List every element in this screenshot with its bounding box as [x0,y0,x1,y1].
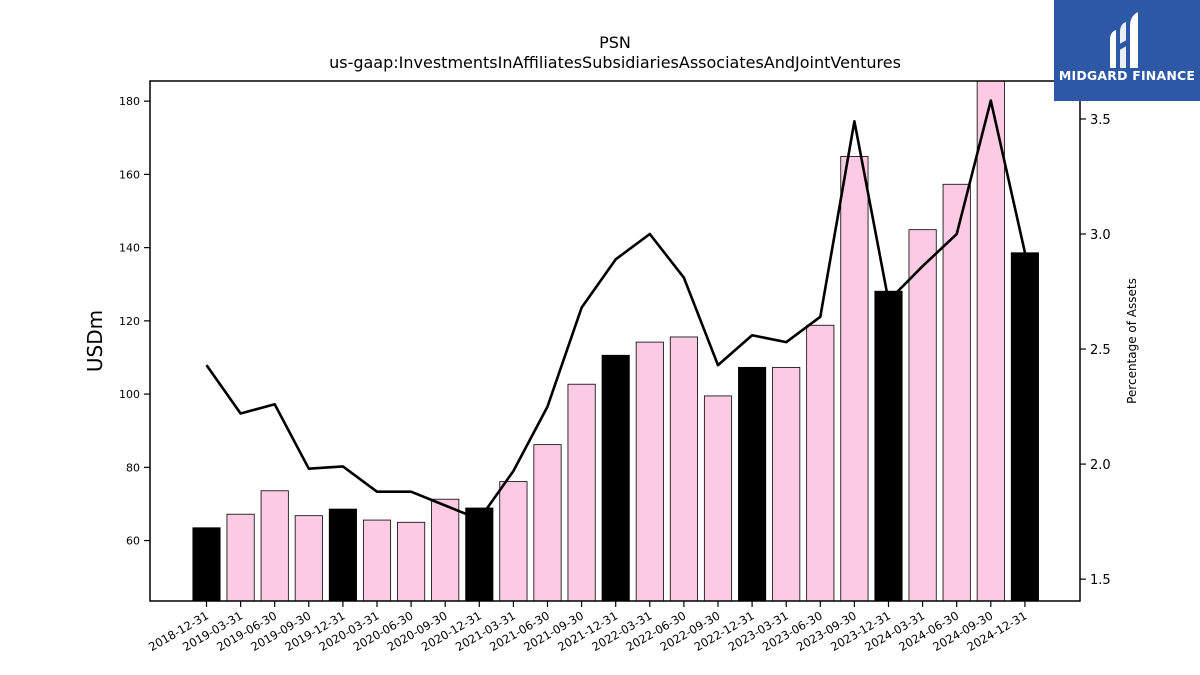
bar-2024-06-30 [942,183,971,602]
y2-tick-label: 1.5 [1090,573,1111,588]
chart-title: PSN [599,33,631,52]
bar-2024-09-30 [976,80,1005,602]
bar-2019-09-30 [294,515,323,602]
bar-2023-12-31 [874,290,903,602]
line-layer [205,99,1027,521]
y2-axis-label: Percentage of Assets [1125,278,1139,404]
bar-2022-09-30 [703,395,733,602]
plot-frame [149,80,1081,602]
bar-2023-06-30 [806,324,835,602]
bar-2019-06-30 [260,490,289,602]
bar-2023-09-30 [840,156,869,602]
y-tick-label: 140 [119,242,140,255]
bar-2021-06-30 [533,444,562,602]
bar-2022-03-31 [635,341,664,602]
brand-name: MIDGARD FINANCE [1058,68,1196,83]
y-axis-label: USDm [83,310,107,372]
bar-2024-03-31 [908,229,937,602]
y2-tick-label: 2.5 [1090,343,1111,358]
bar-2021-09-30 [567,383,596,602]
y2-tick-label: 2.0 [1090,458,1111,473]
y-tick-label: 180 [119,95,140,108]
bar-2022-06-30 [669,336,698,602]
y-tick-label: 100 [119,388,140,401]
bar-2022-12-31 [738,366,767,602]
bar-2024-12-31 [1010,252,1039,602]
y2-tick-label: 3.0 [1090,228,1111,243]
y-tick-label: 60 [126,535,140,548]
bar-2019-12-31 [328,508,357,602]
bar-2020-03-31 [362,519,392,602]
bar-2020-12-31 [465,507,494,602]
bar-2018-12-31 [192,527,221,602]
chart-subtitle: us-gaap:InvestmentsInAffiliatesSubsidiar… [329,53,901,72]
bar-2019-03-31 [226,513,255,602]
bar-2020-06-30 [397,521,426,602]
bar-2020-09-30 [431,498,460,602]
bar-2021-12-31 [601,354,630,602]
y-tick-label: 120 [119,315,140,328]
midgard-logo-icon [1110,12,1138,68]
y-tick-label: 80 [126,461,140,474]
bar-2021-03-31 [499,481,528,602]
bars-layer [192,80,1039,602]
brand-logo: MIDGARD FINANCE [1054,0,1200,101]
bar-2023-03-31 [772,366,801,602]
y2-tick-label: 3.5 [1090,113,1111,128]
y-tick-label: 160 [119,168,140,181]
